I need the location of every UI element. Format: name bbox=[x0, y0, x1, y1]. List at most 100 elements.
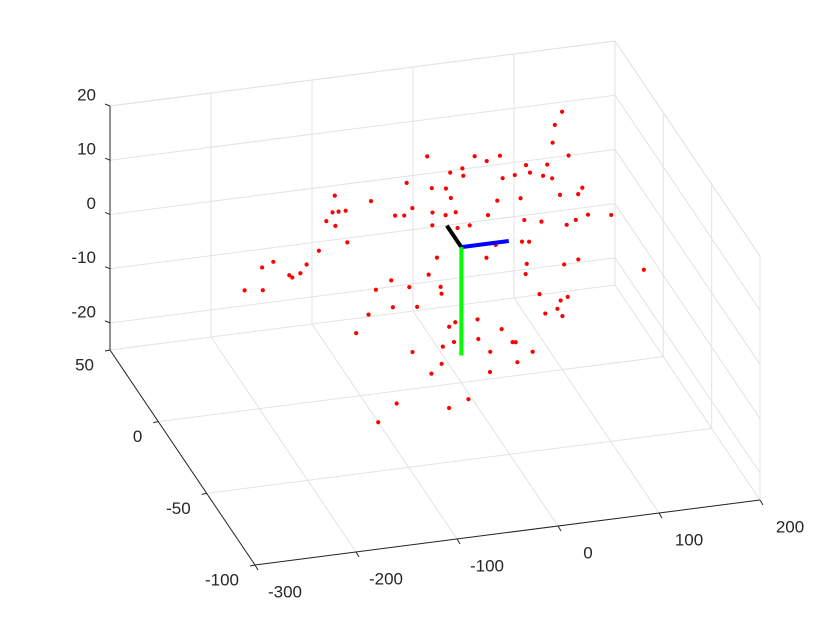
point bbox=[557, 192, 563, 197]
point bbox=[451, 339, 457, 345]
point bbox=[455, 225, 460, 231]
point bbox=[562, 262, 567, 267]
z-tick-label: -20 bbox=[71, 302, 96, 321]
point bbox=[495, 198, 500, 203]
point bbox=[526, 239, 532, 244]
point bbox=[434, 255, 440, 260]
point bbox=[410, 349, 415, 355]
y-tick-label: 0 bbox=[133, 427, 142, 446]
point bbox=[609, 212, 614, 218]
point bbox=[439, 291, 444, 296]
grid-line bbox=[614, 203, 761, 419]
grid-line bbox=[614, 257, 761, 474]
x-tick-label: 0 bbox=[583, 543, 592, 562]
point bbox=[540, 173, 546, 178]
point bbox=[641, 267, 646, 272]
z-tick bbox=[104, 320, 111, 324]
point bbox=[410, 206, 415, 211]
x-tick bbox=[355, 551, 360, 558]
point bbox=[523, 163, 529, 168]
point bbox=[552, 122, 557, 127]
point bbox=[550, 140, 555, 145]
x-tick bbox=[254, 564, 259, 571]
point bbox=[430, 223, 435, 228]
point bbox=[448, 195, 453, 201]
point bbox=[368, 199, 374, 204]
point bbox=[242, 288, 247, 293]
y-tick-label: -50 bbox=[166, 499, 191, 518]
point bbox=[466, 397, 471, 402]
point bbox=[324, 219, 329, 224]
point bbox=[573, 217, 578, 223]
z-tick-label: -10 bbox=[71, 248, 96, 267]
point bbox=[287, 273, 292, 278]
point bbox=[475, 317, 480, 322]
point bbox=[336, 209, 341, 214]
point bbox=[304, 262, 309, 267]
point bbox=[425, 154, 430, 159]
point bbox=[426, 272, 431, 277]
point bbox=[487, 369, 493, 375]
point bbox=[429, 371, 434, 376]
x-tick-label: -200 bbox=[369, 569, 403, 588]
grid-line bbox=[109, 257, 616, 324]
axis-triad-line bbox=[461, 239, 510, 250]
point bbox=[566, 153, 571, 158]
point bbox=[555, 306, 560, 311]
point bbox=[550, 176, 555, 181]
x-tick-label: -100 bbox=[470, 556, 504, 575]
grid-line bbox=[109, 94, 616, 161]
point bbox=[453, 210, 458, 215]
grid-line bbox=[210, 336, 357, 553]
point bbox=[298, 271, 303, 276]
point bbox=[438, 284, 443, 290]
point bbox=[429, 186, 434, 191]
point bbox=[500, 176, 505, 181]
grid-line bbox=[311, 323, 458, 540]
point bbox=[439, 361, 444, 366]
z-tick-label: 20 bbox=[77, 85, 96, 104]
point bbox=[447, 405, 452, 411]
z-tick-label: 0 bbox=[87, 194, 96, 213]
grid-line bbox=[513, 297, 660, 514]
grid-line bbox=[614, 284, 761, 501]
point bbox=[260, 265, 265, 270]
point bbox=[333, 223, 338, 228]
point bbox=[393, 213, 398, 218]
y-tick-label: -100 bbox=[205, 570, 239, 589]
grid-line bbox=[109, 148, 616, 215]
point bbox=[448, 170, 453, 175]
point bbox=[519, 239, 525, 244]
point bbox=[499, 327, 504, 332]
point bbox=[559, 109, 565, 114]
point bbox=[530, 349, 535, 354]
point bbox=[537, 292, 542, 297]
point bbox=[430, 210, 435, 215]
point bbox=[545, 162, 550, 167]
point bbox=[330, 210, 335, 215]
point bbox=[476, 336, 481, 342]
grid-line bbox=[614, 94, 761, 311]
z-tick bbox=[104, 103, 111, 107]
point bbox=[376, 420, 381, 425]
x-axis bbox=[254, 499, 761, 566]
point bbox=[316, 248, 321, 253]
point bbox=[472, 154, 477, 159]
box-edge bbox=[614, 40, 761, 257]
point bbox=[407, 285, 412, 290]
point bbox=[527, 170, 533, 175]
point bbox=[467, 223, 472, 228]
y-axis bbox=[109, 349, 256, 566]
point bbox=[485, 212, 491, 218]
grid-line bbox=[109, 203, 616, 270]
y-tick bbox=[201, 492, 207, 495]
point bbox=[523, 271, 528, 277]
x-tick bbox=[759, 499, 764, 506]
point bbox=[415, 304, 420, 309]
grid-line bbox=[158, 356, 664, 423]
point bbox=[539, 219, 544, 224]
point bbox=[524, 261, 529, 266]
grid-line bbox=[614, 149, 761, 365]
